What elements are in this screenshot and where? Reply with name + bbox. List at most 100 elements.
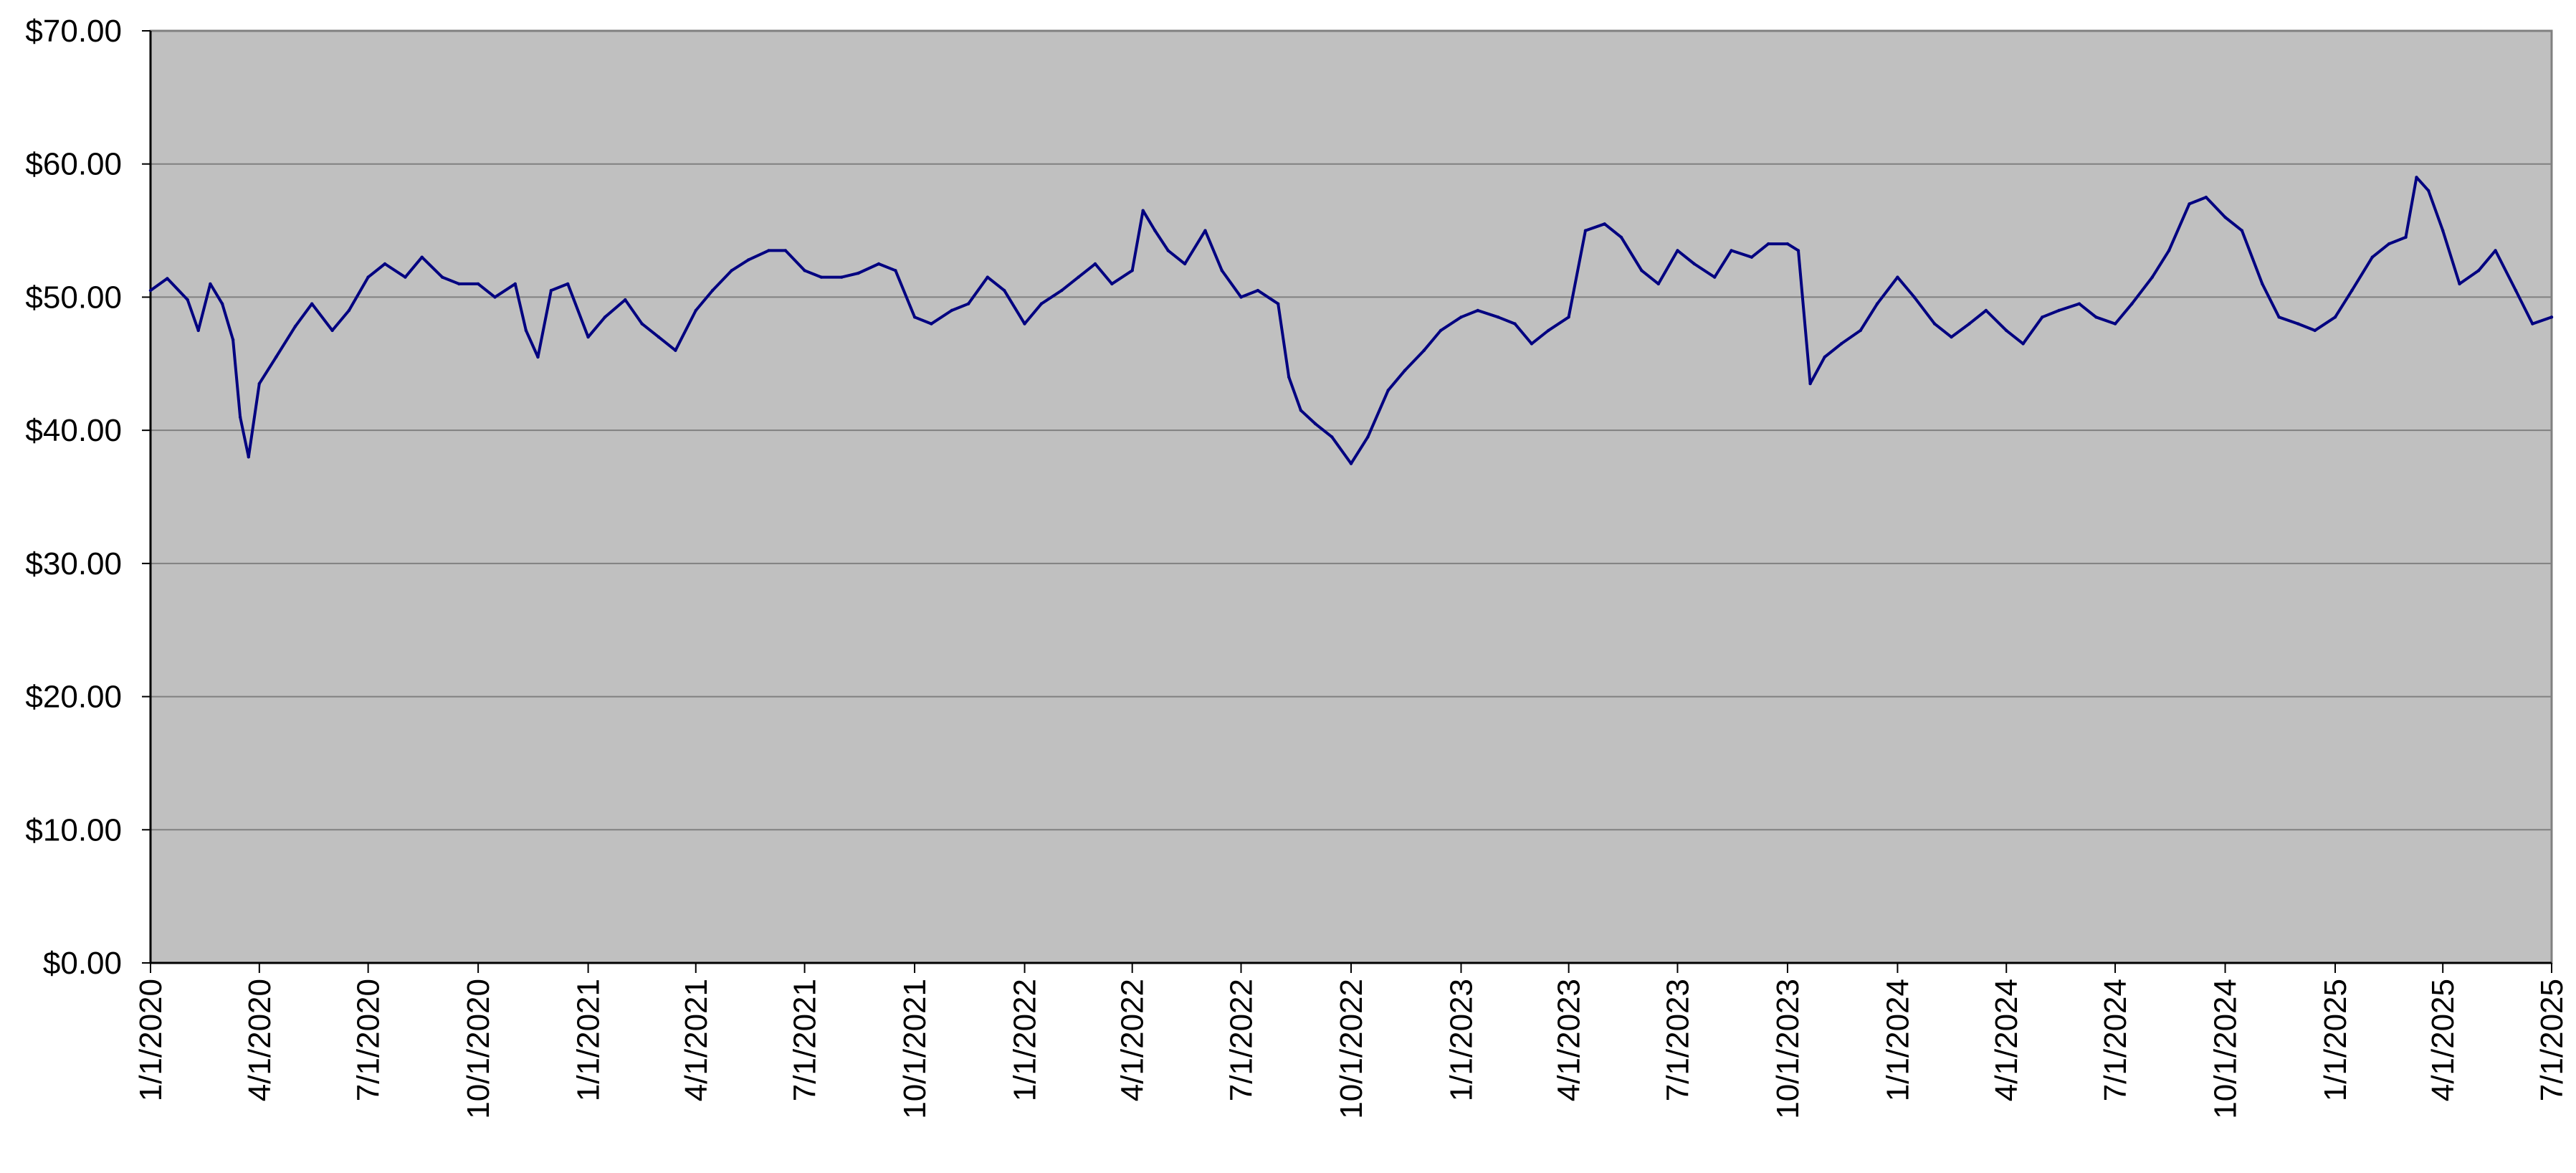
x-tick-label: 7/1/2025: [2534, 979, 2570, 1101]
series-point: [1513, 322, 1517, 326]
series-point: [624, 298, 627, 302]
series-point: [710, 288, 715, 293]
series-point: [1583, 229, 1588, 232]
series-point: [383, 262, 387, 266]
x-tick-label: 1/1/2021: [571, 979, 606, 1101]
series-point: [747, 258, 750, 262]
y-tick-label: $20.00: [25, 680, 122, 715]
series-point: [1875, 302, 1879, 305]
series-point: [1676, 249, 1679, 252]
series-point: [1203, 229, 1207, 232]
axes: [142, 30, 2552, 973]
x-tick-label: 10/1/2020: [461, 979, 496, 1119]
series-point: [1183, 262, 1187, 266]
series-point: [293, 325, 297, 328]
series-point: [1808, 381, 1812, 386]
series-point: [894, 269, 897, 272]
series-point: [1093, 262, 1097, 266]
series-point: [2387, 242, 2391, 246]
series-point: [2223, 215, 2227, 219]
series-point: [877, 262, 881, 266]
series-point: [366, 275, 370, 279]
series-point: [257, 381, 261, 386]
series-point: [440, 275, 444, 279]
series-point: [767, 249, 771, 252]
series-point: [1619, 235, 1623, 239]
x-axis-tick-labels: 1/1/2020 4/1/2020 7/1/2020 10/1/2020 1/1/202…: [133, 979, 2570, 1119]
series-point: [857, 271, 860, 275]
series-point: [1567, 315, 1570, 319]
series-point: [2458, 282, 2461, 286]
series-point: [166, 277, 169, 280]
x-tick-label: 4/1/2021: [679, 979, 714, 1101]
series-point: [2313, 328, 2317, 333]
series-point: [457, 282, 461, 286]
series-point: [966, 302, 970, 305]
series-point: [549, 288, 553, 293]
series-point: [524, 328, 528, 333]
series-point: [347, 308, 351, 313]
series-point: [1166, 249, 1170, 252]
y-tick-label: $30.00: [25, 546, 122, 581]
series-point: [803, 269, 806, 272]
y-tick-label: $50.00: [25, 280, 122, 315]
series-point: [950, 308, 954, 313]
x-tick-label: 4/1/2024: [1989, 979, 2024, 1101]
series-point: [730, 269, 733, 272]
series-point: [2277, 315, 2281, 319]
series-point: [1603, 222, 1606, 226]
series-point: [2549, 315, 2554, 319]
x-tick-label: 4/1/2022: [1115, 979, 1150, 1101]
series-point: [2113, 322, 2117, 326]
series-point: [2531, 322, 2534, 326]
series-point: [209, 282, 212, 286]
x-tick-label: 10/1/2022: [1334, 979, 1369, 1119]
series-point: [1439, 328, 1443, 333]
series-point: [1153, 229, 1157, 232]
series-point: [1386, 389, 1390, 392]
x-tick-label: 7/1/2024: [2098, 979, 2133, 1101]
series-point: [2404, 235, 2408, 239]
series-point: [2514, 288, 2518, 293]
series-point: [420, 255, 424, 259]
series-point: [1299, 409, 1303, 412]
series-point: [1239, 295, 1243, 299]
series-point: [2333, 315, 2337, 319]
x-tick-label: 1/1/2023: [1444, 979, 1479, 1101]
series-point: [1497, 315, 1500, 319]
series-point: [1330, 435, 1334, 439]
series-point: [2350, 288, 2354, 293]
series-point: [1950, 335, 1953, 339]
series-point: [1896, 275, 1899, 279]
series-point: [2415, 176, 2418, 179]
series-point: [476, 282, 480, 286]
x-tick-label: 1/1/2022: [1008, 979, 1043, 1101]
series-point: [566, 282, 570, 286]
y-tick-label: $70.00: [25, 14, 122, 49]
series-layer: [148, 176, 2554, 465]
series-point: [2370, 255, 2374, 259]
series-point: [674, 348, 677, 352]
series-point: [1859, 328, 1862, 333]
series-point: [1422, 348, 1426, 352]
series-point: [513, 282, 517, 286]
series-point: [1967, 322, 1971, 326]
series-point: [819, 275, 824, 279]
series-point: [2494, 249, 2497, 252]
y-tick-label: $0.00: [43, 946, 122, 981]
series-point: [1547, 328, 1550, 333]
series-point: [1530, 342, 1534, 346]
series-point: [1750, 255, 1754, 259]
series-point: [1476, 308, 1479, 313]
x-tick-label: 10/1/2023: [1770, 979, 1805, 1119]
series-point: [247, 455, 250, 459]
series-point: [1003, 288, 1006, 293]
series-point: [1110, 282, 1114, 286]
series-point: [1912, 295, 1916, 299]
series-point: [238, 415, 242, 419]
series-point: [986, 275, 990, 279]
series-point: [1366, 435, 1370, 439]
series-point: [1256, 288, 1260, 293]
x-tick-label: 7/1/2021: [788, 979, 823, 1101]
series-point: [840, 275, 844, 279]
